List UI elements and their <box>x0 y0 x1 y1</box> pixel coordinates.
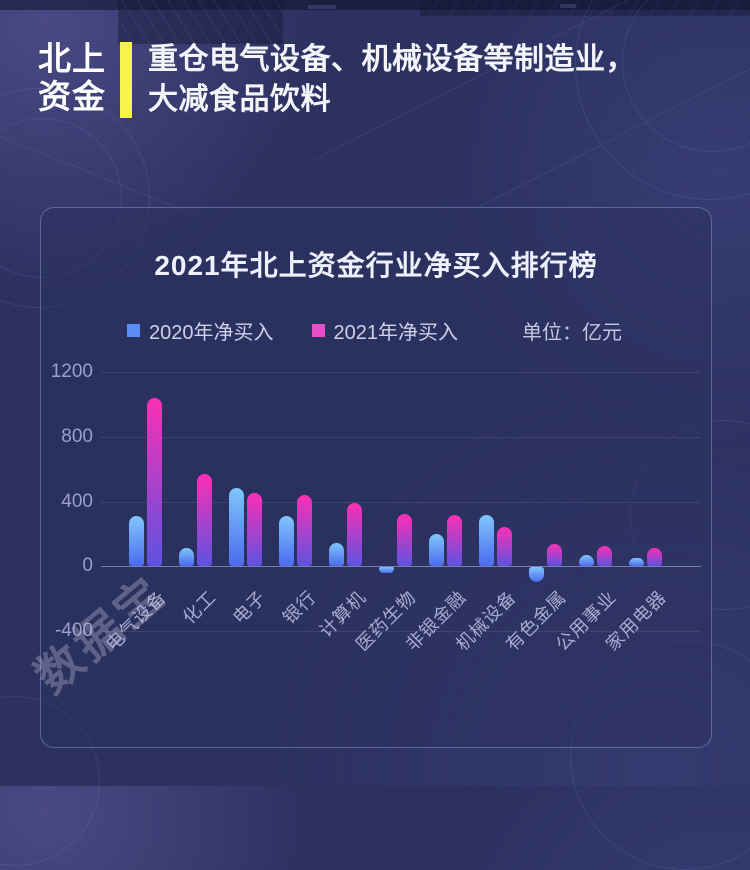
bar-2020-机械设备 <box>479 515 494 567</box>
brand-line-1: 北上 <box>38 40 106 77</box>
legend-item-2021: 2021年净买入 <box>311 316 459 345</box>
bar-2020-公用事业 <box>579 554 594 567</box>
gridline <box>101 372 701 373</box>
brand-title: 北上 资金 <box>38 40 106 116</box>
legend-swatch-2020 <box>127 324 140 337</box>
bar-2020-化工 <box>179 547 194 567</box>
chip-decor <box>308 5 336 9</box>
headline-line-2: 大减食品饮料 <box>148 83 331 116</box>
bar-2021-公用事业 <box>596 546 612 567</box>
bar-2020-计算机 <box>329 542 344 567</box>
bar-2021-化工 <box>196 473 212 567</box>
bar-2021-非银金融 <box>446 515 462 567</box>
bar-2021-电子 <box>246 492 262 567</box>
yellow-divider-bar <box>120 42 132 118</box>
y-axis-tick-label: 800 <box>61 425 93 447</box>
legend-item-2020: 2020年净买入 <box>127 316 274 345</box>
bar-2020-有色金属 <box>529 567 544 582</box>
gridline <box>101 436 701 438</box>
bar-2020-家用电器 <box>629 558 644 567</box>
legend-swatch-2021 <box>311 324 325 337</box>
top-tech-strip <box>0 0 750 10</box>
bar-2021-电气设备 <box>146 397 162 567</box>
plot-area: 1200 800 400 0 -400 电气设备 化工 电子 银行 计算机 医药生物 非银金融 机械设备… <box>51 361 701 655</box>
chart-card: 2021年北上资金行业净买入排行榜 2020年净买入 2021年净买入 单位：亿… <box>40 207 712 748</box>
bar-2021-有色金属 <box>546 543 562 567</box>
legend-label-2021: 2021年净买入 <box>333 322 459 344</box>
bar-2021-家用电器 <box>646 547 662 567</box>
bar-2020-电气设备 <box>129 516 144 567</box>
chart-title: 2021年北上资金行业净买入排行榜 <box>154 250 598 281</box>
bar-2020-电子 <box>229 487 244 567</box>
y-axis-tick-label: 0 <box>82 555 93 577</box>
ring-decor <box>622 0 750 152</box>
bar-2020-银行 <box>279 516 294 567</box>
bar-2021-医药生物 <box>396 514 412 567</box>
bar-2021-计算机 <box>346 503 362 567</box>
legend-label-2020: 2020年净买入 <box>149 322 274 344</box>
y-axis-tick-label: 1200 <box>50 361 93 382</box>
gridline <box>101 631 701 632</box>
y-axis-tick-label: -400 <box>54 620 93 641</box>
headline-line-1: 重仓电气设备、机械设备等制造业， <box>148 43 636 76</box>
chip-decor <box>560 4 576 8</box>
headline: 重仓电气设备、机械设备等制造业， 大减食品饮料 <box>148 40 636 120</box>
brand-line-2: 资金 <box>38 78 106 115</box>
unit-label: 单位：亿元 <box>522 322 622 344</box>
header: 北上 资金 重仓电气设备、机械设备等制造业， 大减食品饮料 <box>38 40 636 120</box>
y-axis-tick-label: 400 <box>61 490 93 512</box>
gridline <box>101 501 701 503</box>
bar-2021-机械设备 <box>496 527 512 567</box>
grid-pattern-top-left <box>118 0 283 44</box>
grid-pattern-top-right <box>420 0 750 16</box>
bar-2021-银行 <box>296 495 312 567</box>
bar-2020-医药生物 <box>379 567 394 573</box>
bar-2020-非银金融 <box>429 533 444 567</box>
chart-legend: 2020年净买入 2021年净买入 单位：亿元 <box>127 316 622 345</box>
gridline <box>101 566 701 568</box>
